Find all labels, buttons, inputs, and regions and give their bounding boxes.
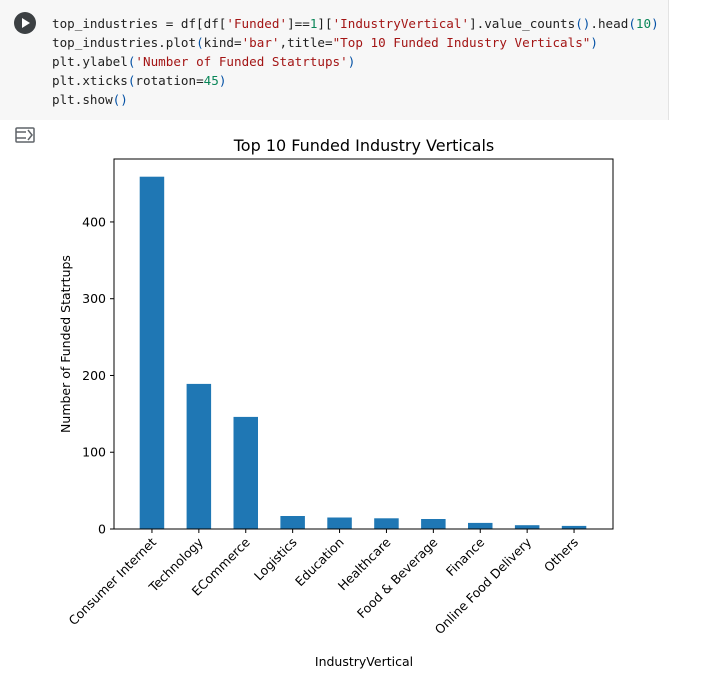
code-token: "Top 10 Funded Industry Verticals" [332, 35, 591, 50]
y-tick-label: 200 [82, 368, 106, 383]
x-tick-label: Food & Beverage [354, 534, 441, 621]
bar [561, 525, 587, 529]
code-token: ]== [287, 16, 310, 31]
code-token: 'bar' [241, 35, 280, 50]
code-token: () [112, 92, 128, 107]
y-axis-label: Number of Funded Statrtups [58, 255, 73, 433]
code-token: () [575, 16, 591, 31]
code-line[interactable]: top_industries.plot(kind='bar',title="To… [52, 33, 659, 52]
code-token: top_industries = df[df[ [52, 16, 227, 31]
code-token: 'Number of Funded Statrtups' [135, 54, 348, 69]
code-token: plt.ylabel [52, 54, 128, 69]
code-token: ( [628, 16, 636, 31]
x-tick-label: Others [541, 535, 581, 575]
code-editor-border [668, 0, 669, 120]
x-axis-label: IndustryVertical [315, 654, 413, 669]
code-token: ) [651, 16, 659, 31]
bar [139, 176, 165, 529]
code-token: plt.xticks [52, 73, 128, 88]
bar [186, 383, 212, 529]
code-token: ( [127, 73, 136, 88]
code-line[interactable]: plt.ylabel('Number of Funded Statrtups') [52, 52, 659, 71]
code-token: ) [347, 54, 356, 69]
bar [421, 519, 446, 529]
code-line[interactable]: top_industries = df[df['Funded']==1]['In… [52, 14, 659, 33]
plot-frame [113, 158, 614, 530]
code-token: 'Funded' [226, 16, 288, 31]
y-tick-label: 0 [98, 522, 106, 537]
bar [514, 525, 540, 529]
code-token: ].value_counts [469, 16, 576, 31]
bar [327, 517, 352, 529]
code-token: ( [196, 35, 204, 50]
code-token: kind= [203, 35, 242, 50]
code-line[interactable]: plt.show() [52, 90, 659, 109]
code-token: ) [218, 73, 227, 88]
code-token: ,title= [279, 35, 333, 50]
x-tick-label: Online Food Delivery [432, 534, 535, 637]
y-tick-label: 400 [82, 214, 106, 229]
bar [280, 516, 305, 529]
code-token: ) [590, 35, 598, 50]
code-token: ][ [317, 16, 333, 31]
code-token: 'IndustryVertical' [332, 16, 470, 31]
code-token: 10 [635, 16, 652, 31]
chart-title: Top 10 Funded Industry Verticals [233, 136, 495, 155]
play-icon[interactable] [14, 12, 36, 34]
code-token: 45 [203, 73, 219, 88]
code-text[interactable]: top_industries = df[df['Funded']==1]['In… [52, 14, 659, 109]
bar [468, 522, 493, 529]
x-tick-label: Finance [443, 534, 488, 579]
code-token: plt.show [52, 92, 113, 107]
code-line[interactable]: plt.xticks(rotation=45) [52, 71, 659, 90]
code-token: 1 [309, 16, 318, 31]
x-tick-label: Consumer Internet [65, 534, 159, 628]
y-tick-label: 300 [82, 291, 106, 306]
bar [374, 518, 399, 529]
code-token: .head [590, 16, 629, 31]
output-collapse-icon[interactable] [15, 126, 35, 144]
code-editor[interactable] [46, 0, 668, 120]
x-tick-label: Logistics [251, 535, 300, 584]
code-token: top_industries.plot [52, 35, 197, 50]
bar [233, 416, 258, 529]
code-token: rotation= [135, 73, 204, 88]
y-tick-label: 100 [82, 445, 106, 460]
code-token: ( [127, 54, 136, 69]
